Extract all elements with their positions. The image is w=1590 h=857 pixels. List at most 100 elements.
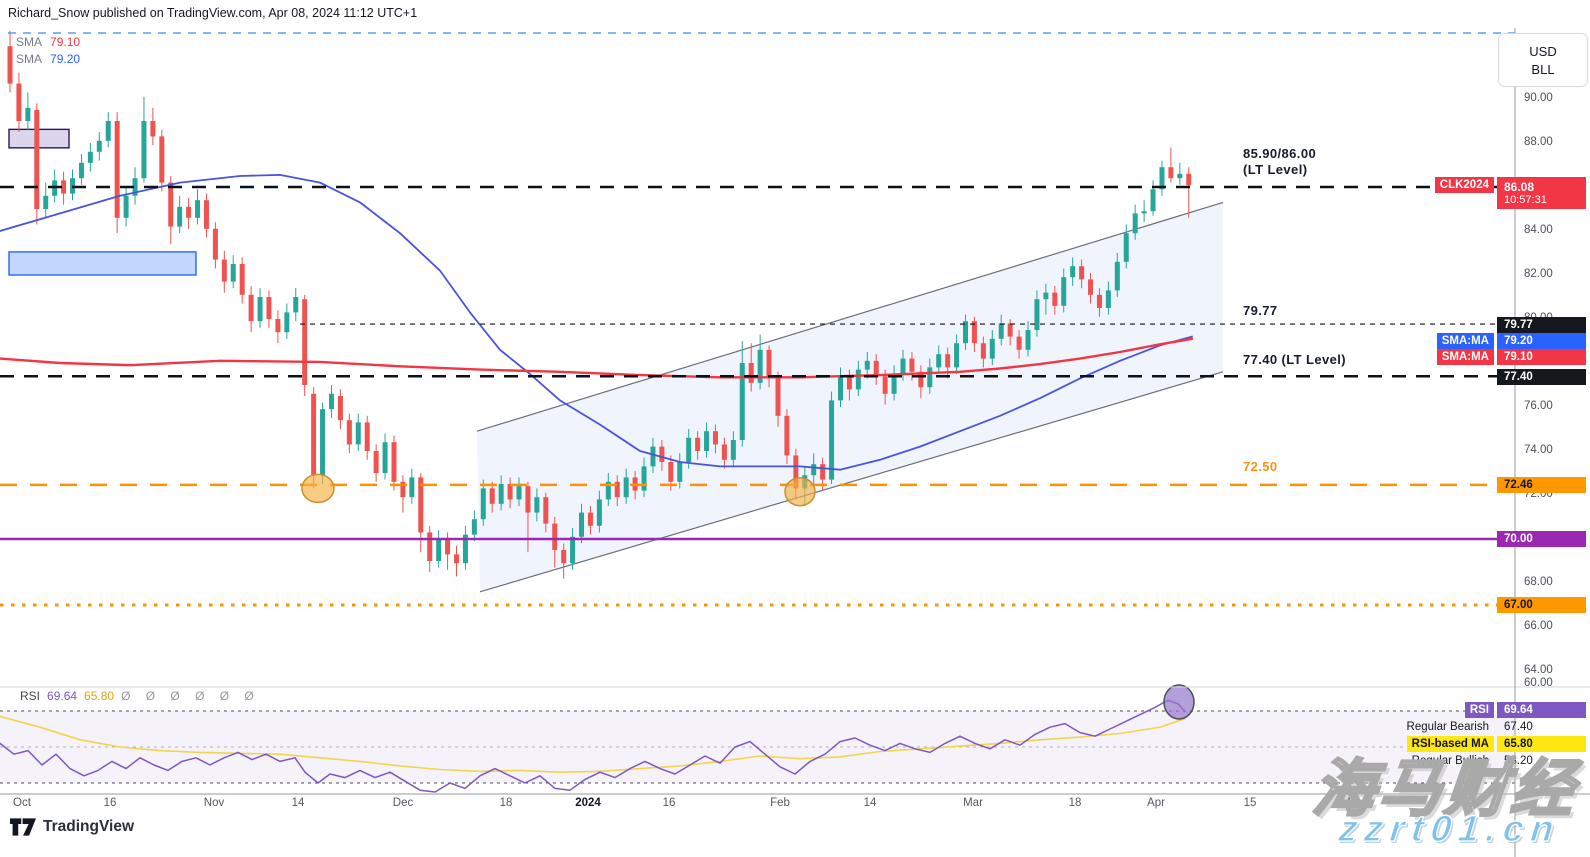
candle-body <box>498 484 504 504</box>
rsi-ma-value: 65.80 <box>1497 736 1586 752</box>
candle-body <box>1105 290 1111 308</box>
price-axis-label: 84.00 <box>1524 224 1553 236</box>
candle-body <box>695 437 701 451</box>
regular-bearish-label: Regular Bearish <box>1406 721 1489 733</box>
candle-body <box>561 550 567 564</box>
candle-body <box>203 200 209 229</box>
candle-body <box>650 446 656 467</box>
candle-body <box>132 178 138 196</box>
candle-body <box>1159 167 1165 190</box>
candle-body <box>7 46 13 84</box>
pivot-low-nov <box>301 473 335 504</box>
rsi-value-text: 69.64 <box>47 689 78 703</box>
candle-body <box>1043 292 1049 300</box>
candle-body <box>677 462 683 482</box>
candle-body <box>909 358 915 372</box>
level-annotation: 77.40 (LT Level) <box>1243 352 1346 367</box>
price-axis-label: 74.00 <box>1524 444 1553 456</box>
candle-body <box>391 442 397 482</box>
candle-body <box>552 523 558 550</box>
candle-body <box>846 376 852 390</box>
sma-legend-1[interactable]: SMA 79.10 <box>16 35 80 49</box>
candle-body <box>882 376 888 394</box>
candle-body <box>78 162 84 179</box>
watermark-url: zzrt01.cn <box>1336 807 1563 849</box>
regular-bearish-value: 67.40 <box>1504 721 1533 733</box>
candle-body <box>579 512 585 537</box>
candle-body <box>1061 277 1067 306</box>
candle-body <box>918 371 924 388</box>
candle-body <box>605 481 611 500</box>
candle-body <box>1123 233 1129 262</box>
candle-body <box>87 151 93 163</box>
level-annotation: 85.90/86.00 <box>1243 146 1317 161</box>
candle-body <box>445 539 451 555</box>
sma-slow-line <box>0 173 1193 471</box>
level-7740-value: 77.40 <box>1497 369 1586 385</box>
contract-price-value: 86.08 10:57:31 <box>1497 177 1586 209</box>
candle-body <box>373 451 379 473</box>
candle-body <box>489 488 495 504</box>
time-axis-label: Feb <box>770 797 790 809</box>
candle-body <box>239 264 245 295</box>
rsi-value-value: 69.64 <box>1497 702 1586 718</box>
candle-body <box>480 488 486 520</box>
rsi-ma-value-text: 65.80 <box>84 689 115 703</box>
candle-body <box>507 484 513 500</box>
candle-body <box>739 363 745 440</box>
candle-body <box>418 477 424 533</box>
candle-body <box>159 136 165 183</box>
sma-fast-value: 79.10 <box>50 35 81 49</box>
candle-body <box>784 415 790 456</box>
time-axis-label: 16 <box>662 797 676 809</box>
sma-blue-value: 79.20 <box>1497 333 1586 349</box>
price-axis-label: 82.00 <box>1524 268 1553 280</box>
candle-body <box>1141 211 1147 214</box>
candle-body <box>855 369 861 390</box>
rsi-legend[interactable]: RSI 69.64 65.80 Ø Ø Ø Ø Ø Ø <box>20 689 260 703</box>
candle-body <box>212 228 218 260</box>
sma-legend-2[interactable]: SMA 79.20 <box>16 52 80 66</box>
candle-body <box>686 437 692 462</box>
tradingview-logo[interactable]: TradingView <box>10 818 134 836</box>
candle-body <box>534 497 540 513</box>
time-axis-label: Nov <box>203 797 225 809</box>
sma-red-label: SMA:MA <box>1436 349 1494 365</box>
pivot-low-feb <box>784 476 816 507</box>
level-annotation: 72.50 <box>1243 459 1278 474</box>
level-7000-value: 70.00 <box>1497 531 1586 547</box>
candle-body <box>587 512 593 526</box>
candle-body <box>266 297 272 319</box>
candle-body <box>980 343 986 359</box>
candle-body <box>1150 189 1156 212</box>
candle-body <box>1034 299 1040 330</box>
candle-body <box>1025 330 1031 350</box>
candle-body <box>721 444 727 460</box>
sma-legend-label: SMA <box>16 35 43 49</box>
candle-body <box>257 297 263 322</box>
candle-body <box>570 536 576 564</box>
time-axis-label: 15 <box>1243 797 1257 809</box>
time-axis-label: 2024 <box>575 797 601 809</box>
candle-body <box>837 376 843 401</box>
candle-body <box>748 363 754 383</box>
candle-body <box>864 360 870 370</box>
trend-channel-top <box>476 201 1224 432</box>
time-axis-label: 18 <box>499 797 513 809</box>
time-axis-label: Dec <box>392 797 414 809</box>
price-axis-label: 88.00 <box>1524 136 1553 148</box>
candle-body <box>516 486 522 500</box>
price-axis-label: 60.00 <box>1524 677 1553 689</box>
candle-body <box>1016 336 1022 350</box>
contract-price-label: CLK2024 <box>1434 177 1494 193</box>
candle-body <box>427 532 433 561</box>
candle-body <box>525 486 531 513</box>
candle-body <box>766 349 772 379</box>
candle-body <box>293 297 299 313</box>
symbol-unit-badge[interactable]: USD BLL <box>1498 33 1588 87</box>
candle-body <box>668 462 674 482</box>
price-axis-label: 66.00 <box>1524 620 1553 632</box>
candle-body <box>382 442 388 473</box>
